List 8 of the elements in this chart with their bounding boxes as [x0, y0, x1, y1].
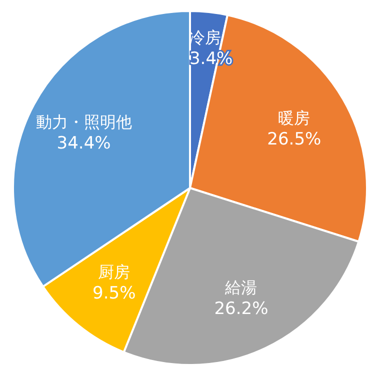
data-label: 9.5%	[92, 283, 136, 304]
data-label: 26.2%	[214, 298, 268, 319]
data-label: 26.5%	[267, 130, 322, 150]
slice-label: 給湯	[224, 278, 258, 297]
slice-label: 厨房	[98, 262, 130, 282]
data-label: 34.4%	[56, 133, 111, 154]
slice-label: 動力・照明他	[36, 112, 132, 132]
slice-label: 暖房	[278, 108, 310, 128]
